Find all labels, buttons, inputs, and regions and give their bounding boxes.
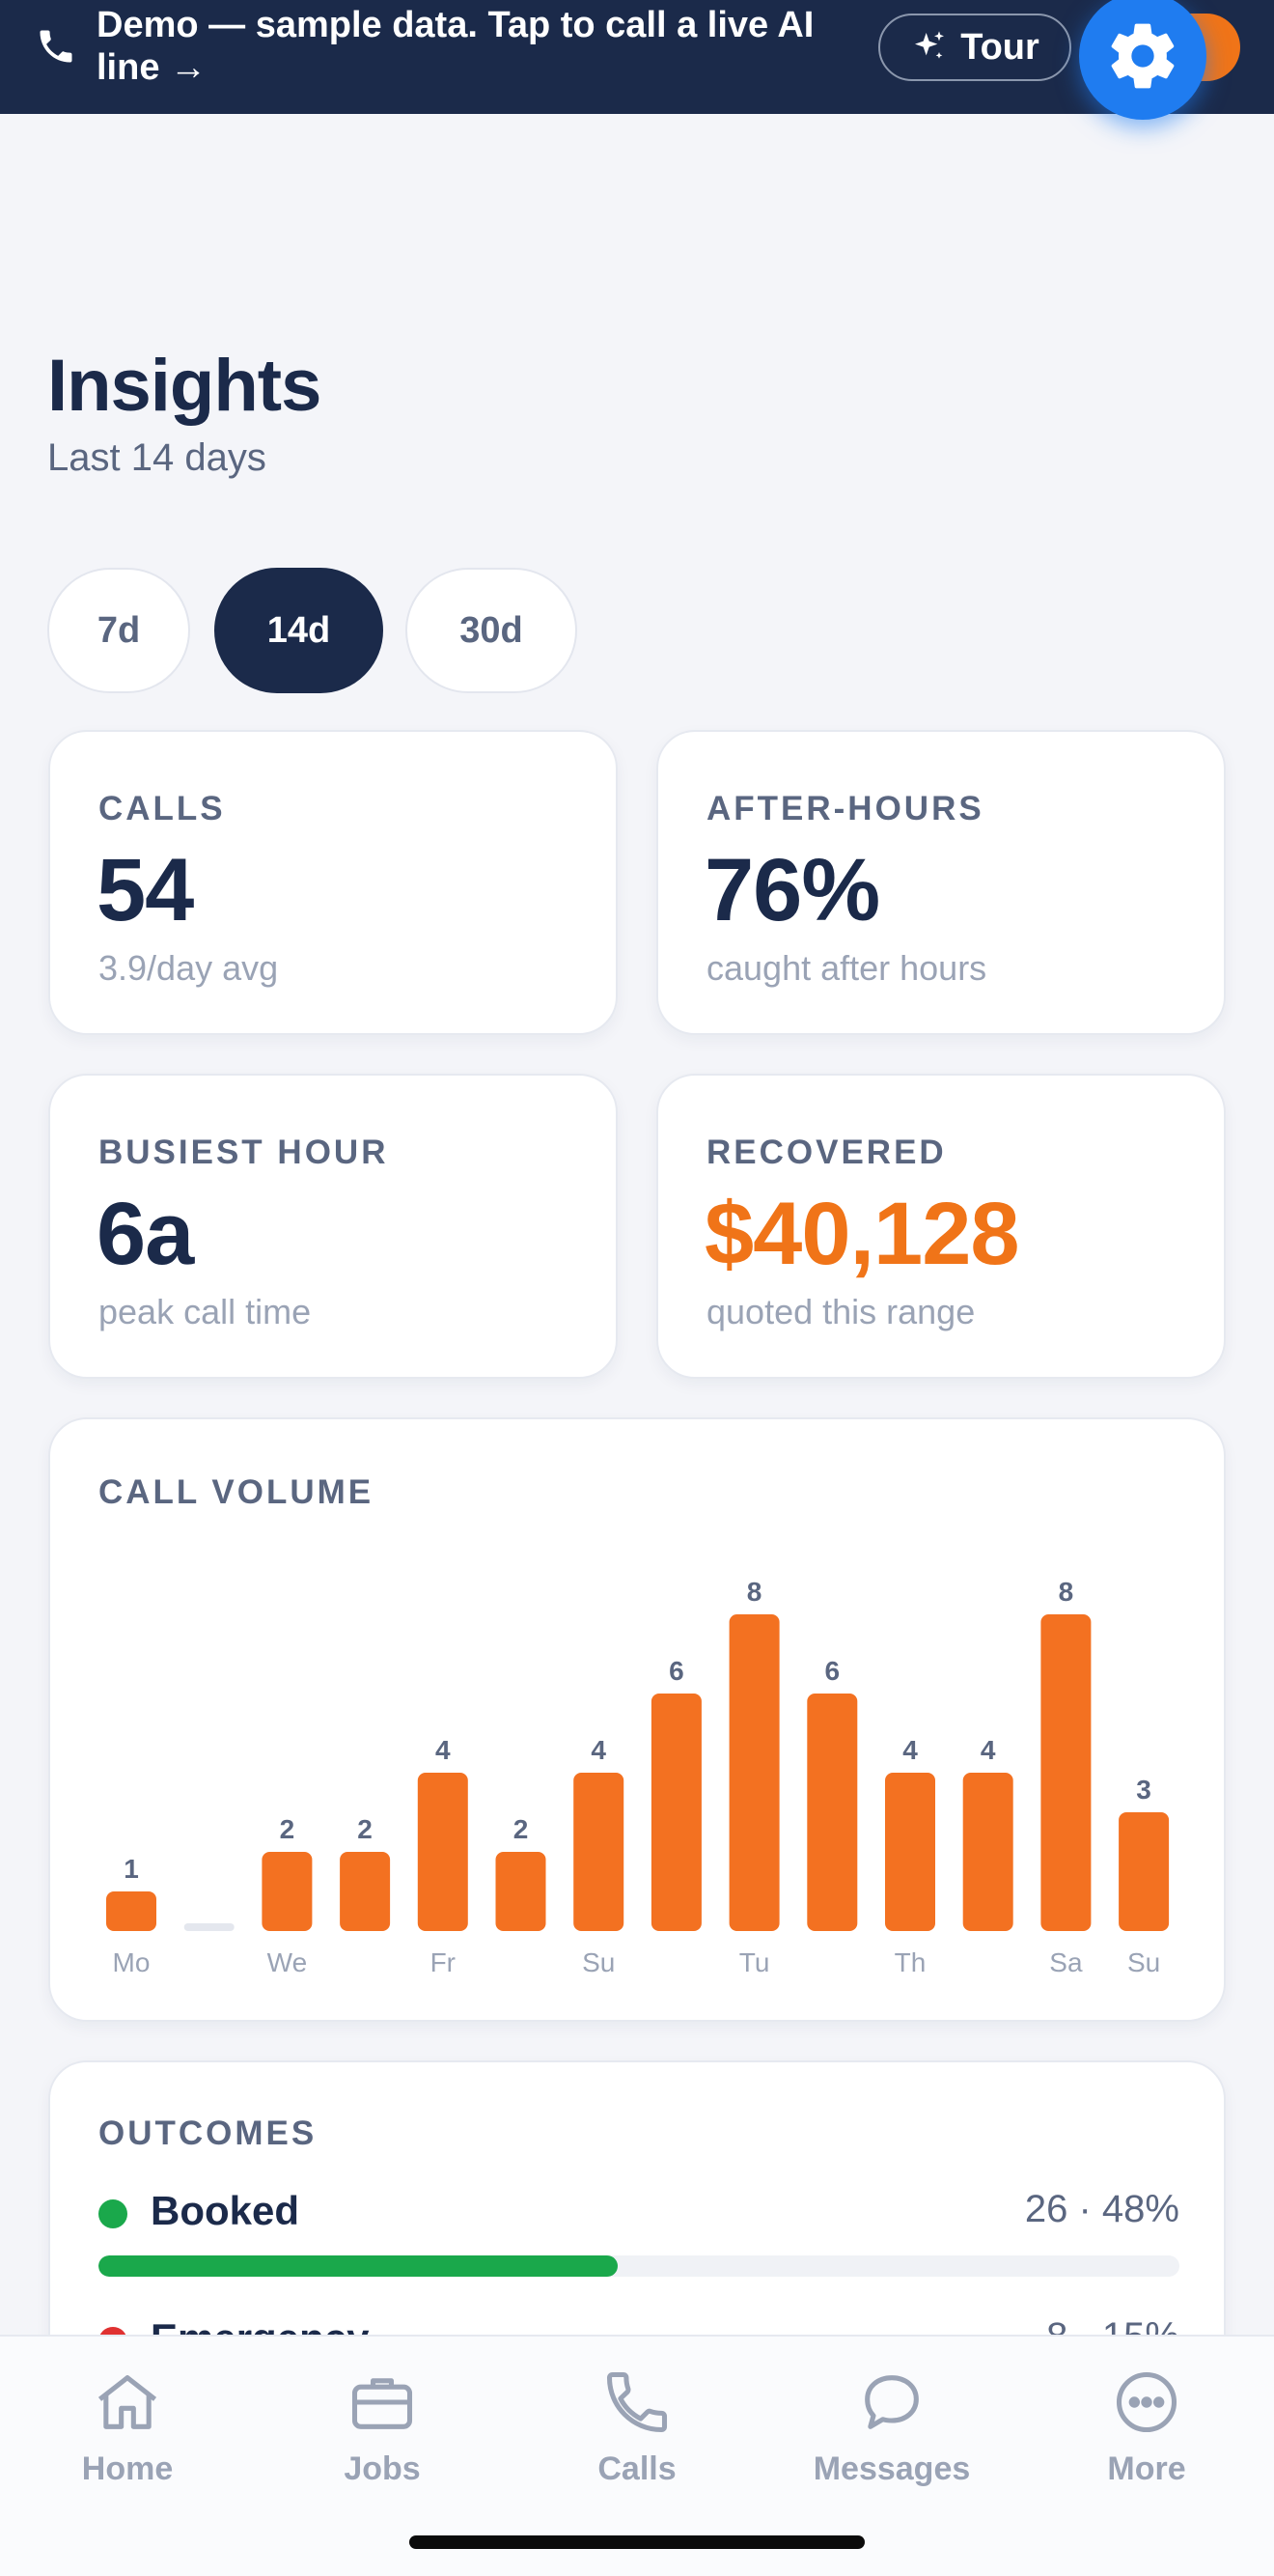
stat-value: 6a [97, 1185, 194, 1283]
chart-bar [495, 1852, 546, 1931]
gear-icon [1111, 23, 1175, 89]
x-tick-label: Th [895, 1947, 927, 1977]
sparkle-icon [915, 31, 945, 59]
outcomes-title: OUTCOMES [98, 2114, 318, 2152]
chart-bar [651, 1694, 702, 1931]
bar-value-label: 8 [1059, 1577, 1074, 1607]
stat-caption: caught after hours [706, 948, 987, 988]
chart-bar [1119, 1812, 1170, 1931]
outcome-name: Booked [151, 2188, 300, 2233]
stat-label: AFTER-HOURS [706, 790, 984, 827]
booked-dot-icon [98, 2199, 127, 2228]
more-dots-icon [1116, 2371, 1177, 2433]
chart-bar [1040, 1614, 1092, 1931]
bar-value-label: 4 [981, 1735, 996, 1765]
settings-button[interactable] [1079, 0, 1206, 120]
tab-home[interactable]: Home [0, 2366, 255, 2510]
outcome-bar-booked [98, 2255, 1179, 2277]
page-subtitle: Last 14 days [47, 436, 266, 479]
x-tick-label: Mo [113, 1947, 151, 1977]
outcome-bar-fill [98, 2255, 618, 2277]
stat-card-after-hours: AFTER-HOURS 76% caught after hours [656, 730, 1226, 1035]
tab-label: More [1107, 2450, 1186, 2487]
stat-card-busiest-hour: BUSIEST HOUR 6a peak call time [48, 1074, 618, 1379]
home-icon [97, 2375, 157, 2429]
bar-value-label: 3 [1136, 1775, 1151, 1805]
stat-label: CALLS [98, 790, 226, 827]
stat-card-calls: CALLS 54 3.9/day avg [48, 730, 618, 1035]
bar-value-label: 2 [513, 1814, 529, 1844]
chart-bar [417, 1773, 468, 1931]
chart-bar [573, 1773, 624, 1931]
phone-icon [40, 30, 72, 63]
chat-bubble-icon [865, 2375, 919, 2429]
bar-value-label: 2 [357, 1814, 373, 1844]
phone-icon [606, 2371, 668, 2433]
stat-value: 76% [705, 841, 880, 939]
stat-value: 54 [97, 841, 194, 939]
chart-title: CALL VOLUME [98, 1473, 374, 1511]
bar-value-label: 6 [669, 1656, 684, 1686]
bar-value-label: 1 [124, 1854, 139, 1884]
chart-bar [340, 1852, 391, 1931]
tour-label: Tour [960, 26, 1039, 68]
home-indicator [409, 2535, 865, 2549]
stat-caption: peak call time [98, 1292, 312, 1331]
bar-value-label: 6 [825, 1656, 841, 1686]
chart-bar [962, 1773, 1013, 1931]
chart-bar [807, 1694, 858, 1931]
chart-bar [729, 1614, 780, 1931]
x-tick-label: Fr [430, 1947, 456, 1977]
call-volume-card: CALL VOLUME 1 Mo 2 We 2 4 Fr 2 4 Su 6 8 Tu 6 4 Th 4 8 Sa 3 S… [48, 1417, 1226, 2022]
outcome-row-booked: Booked 26 · 48% [98, 2188, 1179, 2236]
range-30d-button[interactable]: 30d [405, 568, 577, 693]
x-tick-label: Su [582, 1947, 615, 1977]
chart-bar [262, 1852, 313, 1931]
tab-calls[interactable]: Calls [510, 2366, 764, 2510]
x-tick-label: Sa [1049, 1947, 1083, 1977]
stat-label: BUSIEST HOUR [98, 1134, 389, 1171]
chart-bar-empty [183, 1923, 235, 1931]
tab-jobs[interactable]: Jobs [255, 2366, 510, 2510]
call-volume-chart: 1 Mo 2 We 2 4 Fr 2 4 Su 6 8 Tu 6 4 Th 4 8 Sa 3 Su [106, 1577, 1170, 1977]
tour-button[interactable]: Tour [878, 14, 1071, 81]
stat-label: RECOVERED [706, 1134, 947, 1171]
x-tick-label: Tu [739, 1947, 770, 1977]
tab-label: Home [81, 2450, 174, 2487]
tab-messages[interactable]: Messages [764, 2366, 1019, 2510]
bar-value-label: 4 [591, 1735, 606, 1765]
outcome-stat: 26 · 48% [1024, 2188, 1179, 2230]
x-tick-label: Su [1127, 1947, 1160, 1977]
briefcase-icon [351, 2378, 413, 2429]
chart-bar [106, 1891, 156, 1931]
stat-caption: 3.9/day avg [98, 948, 279, 988]
bar-value-label: 4 [435, 1735, 451, 1765]
tab-label: Messages [813, 2450, 971, 2487]
page-title: Insights [47, 345, 321, 427]
chart-bar [885, 1773, 935, 1931]
stat-card-recovered: RECOVERED $40,128 quoted this range [656, 1074, 1226, 1379]
bar-value-label: 4 [902, 1735, 918, 1765]
bar-value-label: 8 [747, 1577, 762, 1607]
demo-banner[interactable]: Demo — sample data. Tap to call a live A… [0, 0, 1274, 114]
tab-label: Calls [597, 2450, 677, 2487]
stat-value: $40,128 [705, 1185, 1020, 1283]
tab-label: Jobs [344, 2450, 421, 2487]
range-14d-button[interactable]: 14d [214, 568, 383, 693]
tab-more[interactable]: More [1019, 2366, 1274, 2510]
stat-caption: quoted this range [706, 1292, 976, 1331]
x-tick-label: We [267, 1947, 308, 1977]
range-7d-button[interactable]: 7d [47, 568, 190, 693]
bar-value-label: 2 [280, 1814, 295, 1844]
banner-text: Demo — sample data. Tap to call a live A… [97, 5, 815, 88]
